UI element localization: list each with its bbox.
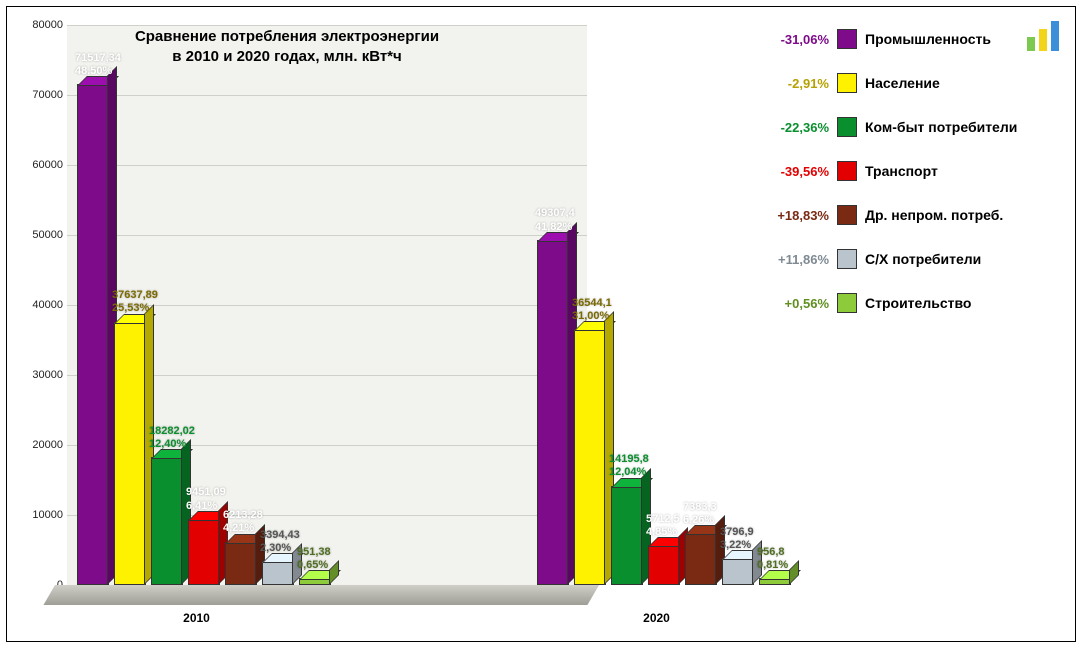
bar-label-2010-construction: 951,380,65% [297,546,331,572]
y-tick-label: 10000 [21,509,63,521]
bar-2010-other [225,542,257,585]
bar-label-2010-industry: 71517,3448,50% [75,52,121,78]
bar-2010-agri [262,561,294,585]
legend-name: С/Х потребители [865,251,981,267]
bar-chart-icon [1025,21,1061,51]
bar-label-2010-population: 37637,8925,53% [112,289,158,315]
gridline [67,165,587,166]
bar-label-2020-industry: 49307,441,82% [535,207,575,233]
y-tick-label: 80000 [21,19,63,31]
chart-frame: Сравнение потребления электроэнергиив 20… [6,6,1076,642]
bar-2020-population [574,329,606,585]
legend-row-industry: -31,06% Промышленность [599,29,1059,49]
bar-2020-industry [537,240,569,585]
bar-2010-industry [77,84,109,585]
bar-2020-communal [611,486,643,585]
bar-2020-construction [759,578,791,585]
legend-row-agri: +11,86% С/Х потребители [599,249,1059,269]
y-tick-label: 70000 [21,89,63,101]
legend-swatch [837,293,857,313]
bar-2020-other [685,533,717,585]
y-tick-label: 40000 [21,299,63,311]
legend-row-communal: -22,36% Ком-быт потребители [599,117,1059,137]
bar-2010-communal [151,457,183,585]
bar-label-2020-transport: 5712,54,85% [646,513,680,539]
bar-label-2020-construction: 956,80,81% [757,546,788,572]
bar-2010-construction [299,578,331,585]
plot-floor [43,585,599,605]
legend-delta: +18,83% [599,208,829,223]
legend-row-population: -2,91% Население [599,73,1059,93]
legend-delta: +11,86% [599,252,829,267]
y-tick-label: 60000 [21,159,63,171]
legend-row-transport: -39,56% Транспорт [599,161,1059,181]
bar-2020-transport [648,545,680,585]
legend-swatch [837,73,857,93]
legend-swatch [837,29,857,49]
y-tick-label: 30000 [21,369,63,381]
gridline [67,95,587,96]
legend-delta: -22,36% [599,120,829,135]
legend-delta: -39,56% [599,164,829,179]
legend-swatch [837,117,857,137]
legend-swatch [837,249,857,269]
bar-2020-agri [722,558,754,585]
gridline [67,235,587,236]
legend-name: Строительство [865,295,971,311]
legend-name: Ком-быт потребители [865,119,1017,135]
legend-name: Др. непром. потреб. [865,207,1003,223]
legend-swatch [837,205,857,225]
bar-label-2010-other: 6213,284,21% [223,509,263,535]
legend-delta: -2,91% [599,76,829,91]
chart-title: Сравнение потребления электроэнергиив 20… [97,27,477,66]
bar-label-2020-other: 7383,36,26% [683,501,717,527]
legend-delta: -31,06% [599,32,829,47]
plot-area: 71517,3448,50% 37637,8925,53% 18282,0212,4… [67,25,587,585]
legend-name: Промышленность [865,31,991,47]
bar-2010-population [114,322,146,585]
y-tick-label: 20000 [21,439,63,451]
bar-2010-transport [188,519,220,585]
legend-row-other: +18,83% Др. непром. потреб. [599,205,1059,225]
x-label-2010: 2010 [183,611,210,625]
gridline [67,25,587,26]
legend-delta: +0,56% [599,296,829,311]
legend-name: Транспорт [865,163,938,179]
legend: -31,06% Промышленность -2,91% Население -22,… [599,29,1059,337]
bar-label-2010-transport: 9451,096,41% [186,486,226,512]
legend-row-construction: +0,56% Строительство [599,293,1059,313]
bar-label-2020-agri: 3796,93,22% [720,526,754,552]
legend-swatch [837,161,857,181]
x-label-2020: 2020 [643,611,670,625]
bar-label-2020-communal: 14195,812,04% [609,453,649,479]
bar-label-2010-agri: 3394,432,30% [260,529,300,555]
legend-name: Население [865,75,940,91]
y-tick-label: 50000 [21,229,63,241]
bar-label-2010-communal: 18282,0212,40% [149,425,195,451]
